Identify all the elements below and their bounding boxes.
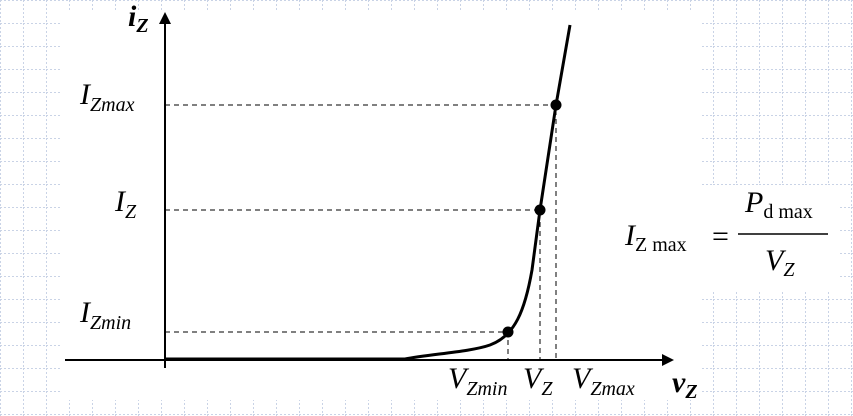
label-sub: Z [135, 15, 148, 37]
label-sub: Z [125, 201, 137, 223]
x-label-zmax: VZmax [572, 362, 635, 400]
formula-denominator: VZ [765, 244, 795, 281]
y-label-z: IZ [114, 185, 137, 223]
label-sub: Z [684, 381, 697, 403]
label-sub: Zmin [90, 312, 131, 334]
formula-lhs: IZ max [624, 219, 687, 256]
label-sub: Zmin [466, 378, 507, 400]
label-main: I [79, 78, 92, 111]
label-main: V [765, 244, 787, 277]
label-sub: d max [763, 201, 812, 223]
label-sub: Z [783, 259, 795, 281]
plot-area [60, 10, 700, 400]
y-axis-label: iZ [128, 0, 149, 37]
label-sub: Z [541, 378, 553, 400]
point-z [534, 204, 546, 216]
formula-numerator: Pd max [744, 186, 813, 223]
label-main: V [448, 362, 470, 395]
label-main: I [114, 185, 127, 218]
label-main: I [624, 219, 637, 252]
point-zmin [502, 326, 514, 338]
formula: IZ max = Pd max VZ [624, 186, 828, 281]
y-label-zmin: IZmin [79, 296, 131, 334]
x-axis-label: vZ [672, 366, 698, 403]
x-label-z: VZ [523, 362, 553, 400]
point-zmax [550, 99, 562, 111]
y-label-zmax: IZmax [79, 78, 135, 116]
label-main: v [672, 366, 686, 399]
formula-area [600, 185, 840, 290]
x-label-zmin: VZmin [448, 362, 507, 400]
label-main: V [523, 362, 545, 395]
label-main: P [744, 186, 763, 219]
label-main: V [572, 362, 594, 395]
label-sub: Z max [635, 234, 687, 256]
zener-curve [165, 24, 572, 361]
label-sub: Zmax [90, 94, 135, 116]
label-sub: Zmax [590, 378, 635, 400]
label-main: I [79, 296, 92, 329]
formula-equals: = [712, 220, 729, 253]
label-main: i [128, 0, 137, 33]
